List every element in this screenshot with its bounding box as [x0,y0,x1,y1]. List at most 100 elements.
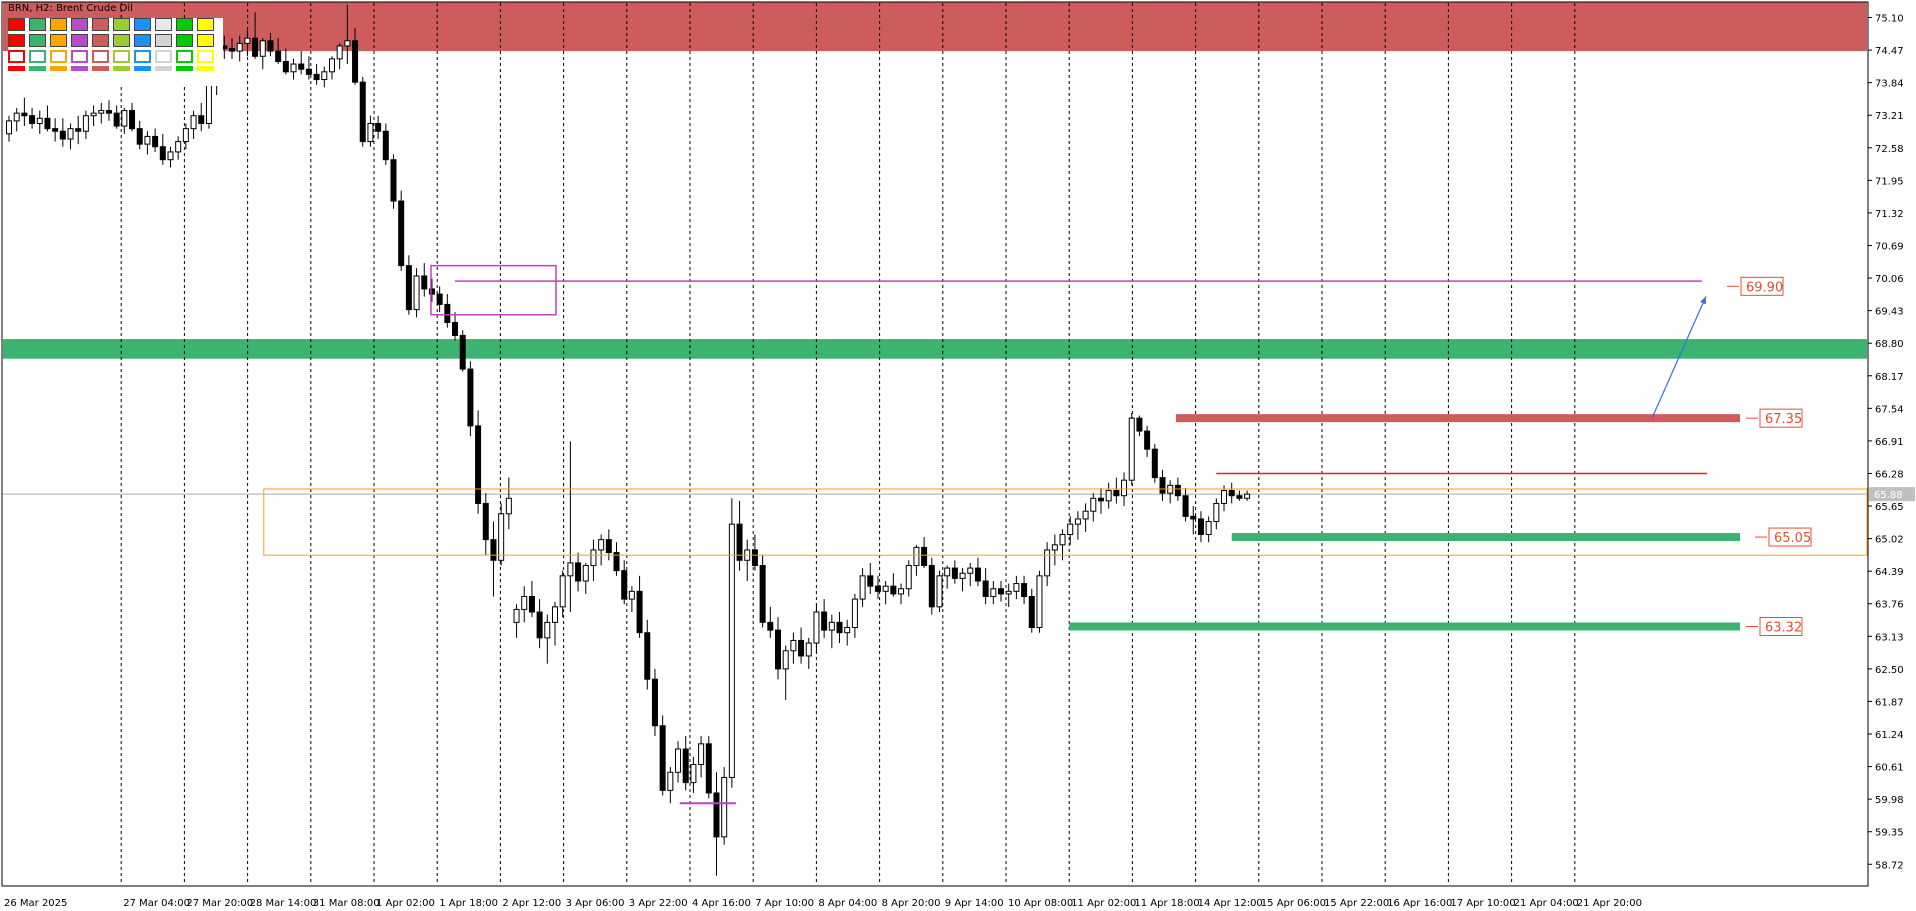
candle-body-bear [1113,490,1120,497]
candle-body-bear [282,60,289,73]
palette-swatch[interactable] [113,34,130,47]
palette-swatch[interactable] [155,34,172,47]
palette-swatch[interactable] [113,66,130,71]
candle-body-bull [328,58,335,73]
candle [152,128,159,152]
candle [751,534,758,571]
candle-body-bull [1244,493,1251,499]
palette-swatch[interactable] [71,34,88,47]
candle-body-bear [152,135,159,148]
palette-swatch[interactable] [113,50,130,63]
palette-swatch[interactable] [197,66,214,71]
candle [259,38,266,70]
candle [644,619,651,690]
candle [59,118,66,147]
palette-swatch[interactable] [29,34,46,47]
candle [990,580,997,605]
palette-swatch[interactable] [29,66,46,71]
palette-swatch[interactable] [92,18,109,31]
palette-swatch[interactable] [134,34,151,47]
palette-swatch[interactable] [92,66,109,71]
palette-swatch[interactable] [197,34,214,47]
candle [44,105,51,132]
palette-swatch[interactable] [92,34,109,47]
candle [244,30,251,57]
palette-swatch[interactable] [134,66,151,71]
current-price-tag [1869,487,1915,502]
palette-swatch[interactable] [8,66,25,71]
palette-swatch[interactable] [176,34,193,47]
palette-swatch[interactable] [134,18,151,31]
palette-swatch[interactable] [176,66,193,71]
candle [21,97,28,127]
y-tick-label: 67.54 [1875,404,1904,415]
candle-body-bull [721,776,728,838]
palette-swatch[interactable] [71,18,88,31]
candle-body-bear [52,128,59,132]
candle [690,756,697,793]
candle [898,583,905,605]
candle [82,110,89,139]
y-tick-label: 64.39 [1875,567,1904,578]
candle [521,586,528,623]
palette-swatch[interactable] [92,50,109,63]
candle-body-bull [290,63,297,73]
palette-swatch[interactable] [71,66,88,71]
palette-swatch[interactable] [113,18,130,31]
palette-swatch[interactable] [8,18,25,31]
palette-swatch[interactable] [29,18,46,31]
candle [636,575,643,638]
candle [721,767,728,845]
candle-body-bull [898,588,905,595]
candle-body-bear [713,792,720,838]
candle [982,568,989,605]
candle-body-bear [890,585,897,595]
palette-swatch[interactable] [8,50,25,63]
candle-body-bear [452,322,459,336]
y-tick-label: 63.76 [1875,600,1904,611]
palette-swatch[interactable] [197,18,214,31]
color-palette-panel[interactable] [8,18,223,86]
candle [536,599,543,649]
y-tick-label: 58.72 [1875,860,1904,871]
palette-swatch[interactable] [71,50,88,63]
candle-body-bear [659,725,666,791]
palette-swatch[interactable] [176,50,193,63]
palette-swatch[interactable] [155,18,172,31]
palette-swatch[interactable] [8,34,25,47]
palette-swatch[interactable] [155,50,172,63]
palette-swatch[interactable] [29,50,46,63]
candle [798,627,805,664]
candle-body-bear [113,112,120,127]
candle [844,619,851,646]
candle [944,565,951,589]
palette-swatch[interactable] [50,66,67,71]
candle-body-bull [1090,497,1097,512]
candle [821,599,828,638]
candle [36,110,43,134]
candle [551,601,558,646]
candle-body-bull [1013,583,1020,592]
candle-body-bear [605,539,612,554]
palette-swatch[interactable] [50,34,67,47]
x-tick-label: 14 Apr 12:00 [1198,898,1263,909]
y-tick-label: 70.06 [1875,274,1904,285]
candle [1197,511,1204,543]
palette-swatch[interactable] [50,18,67,31]
candle-body-bear [421,275,428,290]
candle-body-bear [536,611,543,639]
palette-swatch[interactable] [155,66,172,71]
candle [651,668,658,737]
palette-swatch[interactable] [197,50,214,63]
x-tick-label: 26 Mar 2025 [4,898,67,909]
palette-swatch[interactable] [50,50,67,63]
candle-body-bear [974,567,981,582]
palette-swatch[interactable] [134,50,151,63]
palette-swatch[interactable] [176,18,193,31]
candle [921,537,928,569]
candle-body-bear [229,48,236,52]
candle-body-bear [398,200,405,267]
candle-body-bull [1213,502,1220,523]
candle-body-bear [1097,497,1104,502]
